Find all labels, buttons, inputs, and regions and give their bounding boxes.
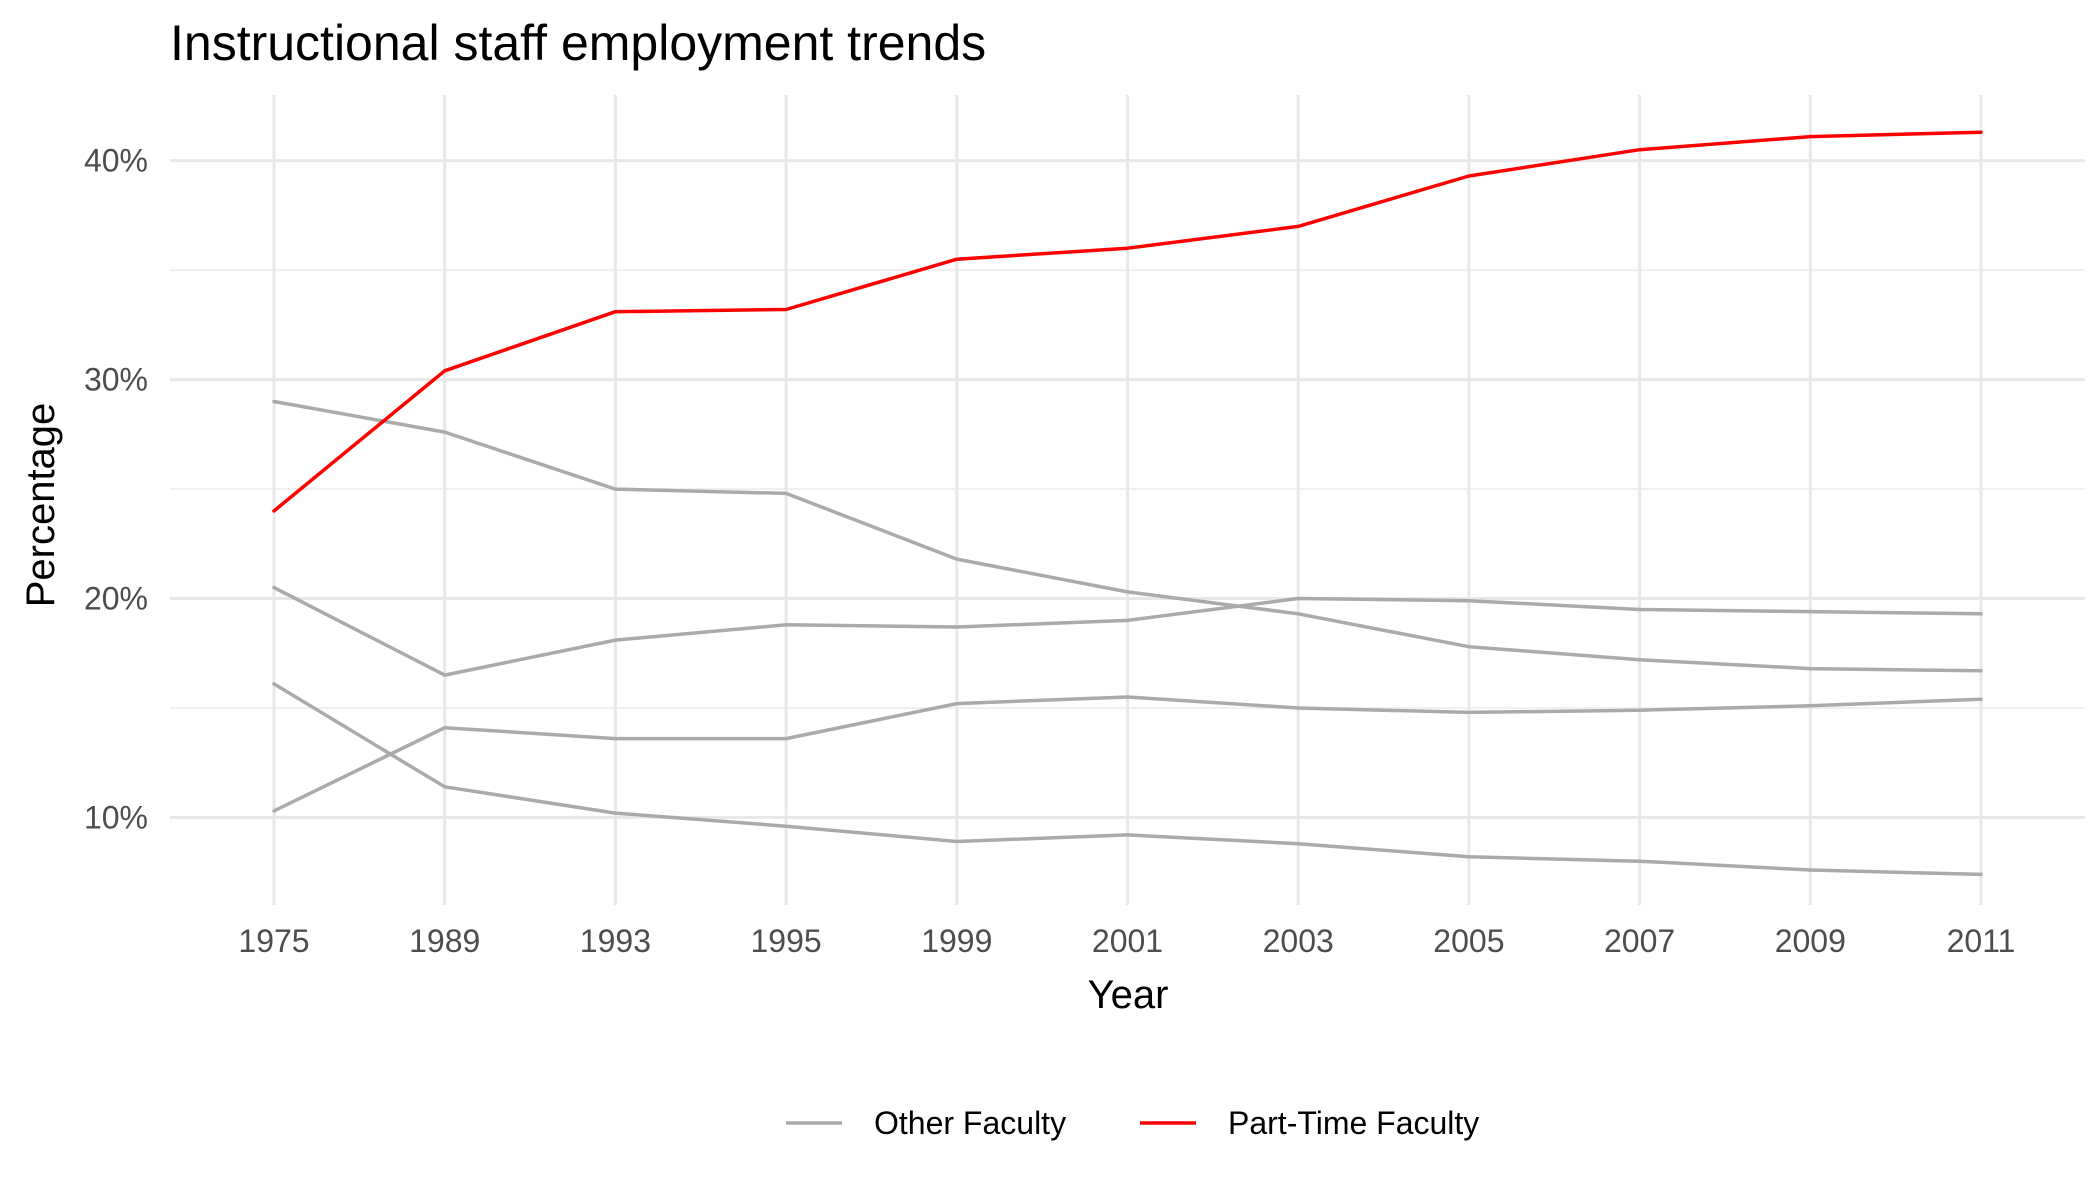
x-axis-title: Year [1088, 973, 1169, 1017]
x-tick-label: 1999 [921, 923, 992, 959]
x-tick-label: 2001 [1092, 923, 1163, 959]
series-line-other-faculty-3 [272, 695, 1983, 813]
x-tick-label: 2011 [1947, 923, 2016, 959]
x-tick-label: 2009 [1775, 923, 1846, 959]
series-line-other-faculty-2 [272, 585, 1983, 677]
y-tick-label: 30% [84, 362, 148, 398]
x-tick-label: 2003 [1263, 923, 1334, 959]
x-tick-label: 1993 [580, 923, 651, 959]
series-line-other-faculty-1 [272, 399, 1983, 673]
x-tick-label: 2007 [1604, 923, 1675, 959]
x-tick-label: 2005 [1433, 923, 1504, 959]
x-tick-label: 1975 [238, 923, 309, 959]
plot-grid [170, 95, 2085, 905]
legend-label-2: Part-Time Faculty [1228, 1105, 1479, 1141]
legend: Other Faculty Part-Time Faculty [786, 1105, 1479, 1141]
y-tick-label: 40% [84, 143, 148, 179]
series-line-other-faculty-4 [272, 682, 1983, 877]
series-line-part-time-faculty-5 [272, 130, 1983, 513]
series-lines [272, 130, 1983, 877]
x-axis-ticks: 1975 1989 1993 1995 1999 2001 2003 2005 2007 2009… [238, 923, 2015, 959]
y-tick-label: 20% [84, 581, 148, 617]
y-tick-label: 10% [84, 799, 148, 835]
y-axis-title: Percentage [19, 403, 63, 608]
y-axis-ticks: 10% 20% 30% 40% [84, 143, 148, 836]
chart-title: Instructional staff employment trends [170, 15, 986, 71]
x-tick-label: 1989 [409, 923, 480, 959]
legend-label-1: Other Faculty [874, 1105, 1066, 1141]
x-tick-label: 1995 [751, 923, 822, 959]
